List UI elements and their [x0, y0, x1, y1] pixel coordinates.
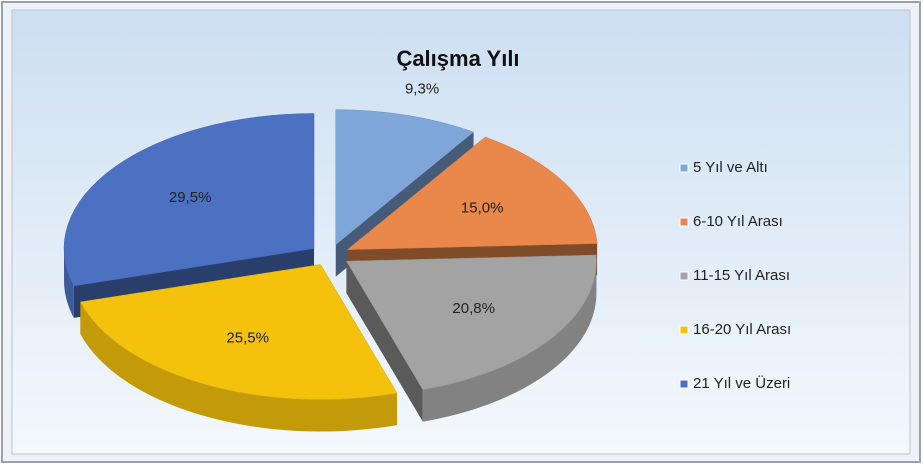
legend-label: 6-10 Yıl Arası	[693, 213, 783, 230]
legend-marker	[679, 163, 689, 173]
pie-slice	[346, 136, 598, 250]
pie-slice	[80, 264, 398, 400]
data-label: 15,0%	[461, 199, 504, 216]
chart-title: Çalışma Yılı	[396, 46, 519, 71]
pie-slice	[335, 109, 475, 246]
legend-label: 21 Yıl ve Üzeri	[693, 374, 790, 392]
legend-marker	[679, 217, 689, 227]
legend-marker	[679, 325, 689, 335]
data-label: 29,5%	[169, 189, 212, 206]
slice-side	[422, 261, 597, 422]
data-label: 20,8%	[452, 300, 495, 317]
data-label: 9,3%	[405, 80, 439, 97]
legend-marker	[679, 379, 689, 389]
slice-side	[80, 301, 398, 432]
pie-slice	[63, 113, 315, 287]
data-label: 25,5%	[226, 329, 269, 346]
legend-label: 11-15 Yıl Arası	[693, 267, 790, 284]
pie-slice	[345, 254, 597, 390]
legend-marker	[679, 271, 689, 281]
slice-wall	[346, 261, 423, 422]
legend-label: 5 Yıl ve Altı	[693, 159, 768, 176]
legend-label: 16-20 Yıl Arası	[693, 321, 791, 338]
slice-side	[64, 248, 74, 318]
